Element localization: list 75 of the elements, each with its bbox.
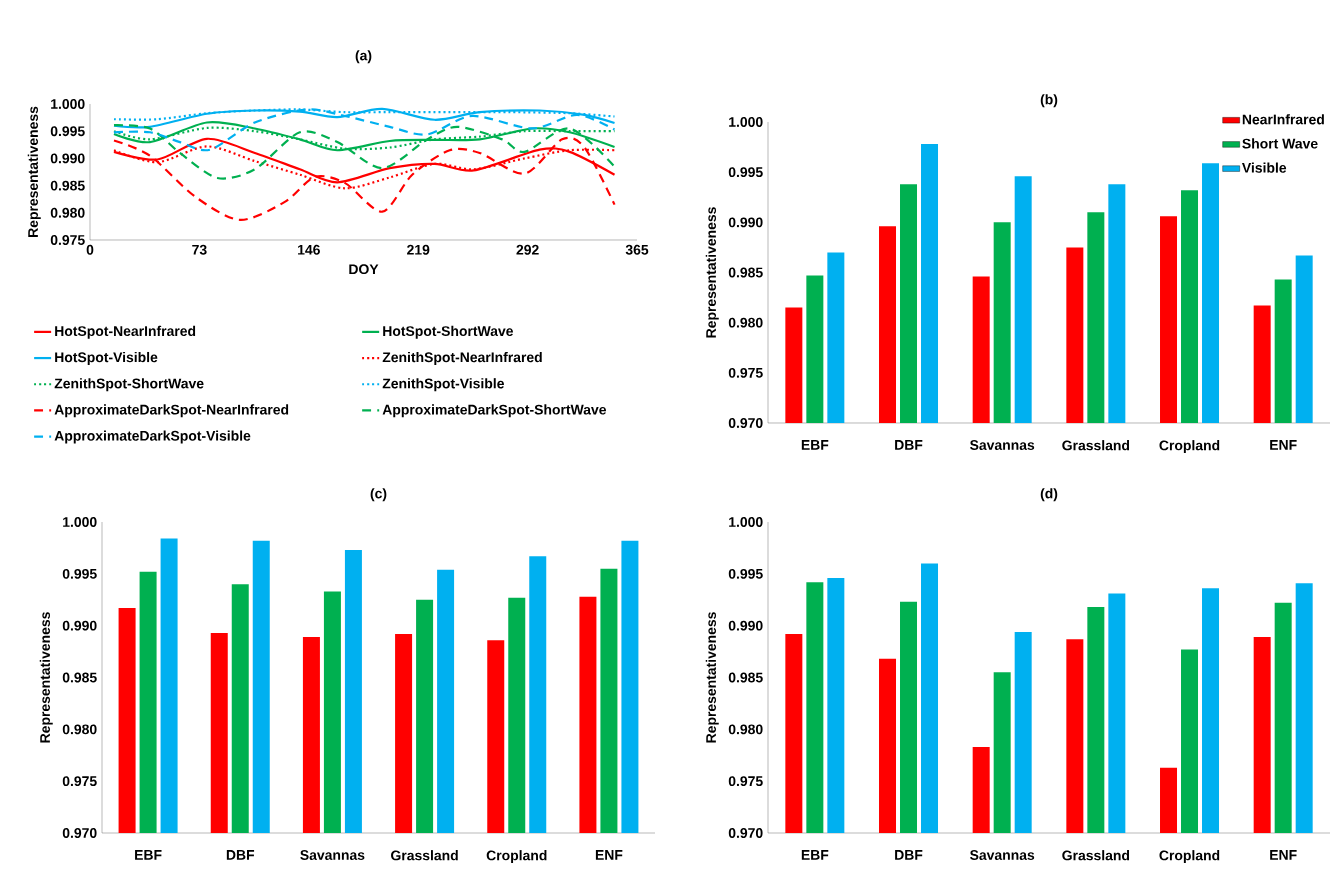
x-tick-label: 146 (298, 244, 320, 255)
y-tick-label: 0.980 (50, 207, 85, 218)
legend-label: HotSpot-Visible (55, 351, 158, 365)
x-tick-label: Cropland (486, 850, 547, 864)
x-tick-label: DBF (895, 850, 923, 860)
chart-title: (d) (1040, 488, 1058, 502)
legend-label: ApproximateDarkSpot-NearInfrared (54, 404, 289, 418)
y-tick-label: 0.970 (728, 418, 763, 428)
x-tick-label: 365 (625, 244, 649, 255)
y-tick-label: 1.000 (63, 517, 97, 527)
legend-label: ApproximateDarkSpot-Visible (54, 430, 251, 444)
x-tick-label: Savannas (970, 440, 1035, 450)
y-axis-title: Representativeness (27, 106, 41, 237)
y-tick-label: 0.975 (728, 367, 763, 378)
x-tick-label: Grassland (1062, 850, 1130, 861)
legend-label: HotSpot-NearInfrared (55, 325, 196, 339)
y-tick-label: 1.000 (729, 117, 763, 127)
y-tick-label: 0.995 (728, 568, 763, 579)
y-tick-label: 0.985 (50, 180, 85, 191)
x-tick-label: EBF (801, 440, 829, 450)
y-tick-label: 0.990 (50, 153, 85, 164)
x-tick-label: EBF (801, 850, 829, 860)
x-tick-label: 73 (192, 244, 207, 255)
y-tick-label: 0.980 (728, 724, 763, 735)
y-tick-label: 0.995 (728, 167, 763, 178)
y-tick-label: 0.995 (50, 126, 85, 137)
x-tick-label: 292 (516, 244, 539, 255)
y-axis-title: Representativeness (705, 612, 719, 743)
x-tick-label: Cropland (1159, 850, 1220, 864)
x-tick-label: DBF (895, 440, 923, 450)
line-series (112, 137, 616, 221)
chart-title: (a) (355, 50, 372, 64)
y-tick-label: 0.990 (62, 620, 97, 631)
legend-label: ZenithSpot-Visible (382, 378, 504, 392)
legend-label: HotSpot-ShortWave (383, 325, 513, 339)
x-tick-label: Savannas (300, 850, 365, 860)
x-tick-label: Savannas (970, 850, 1035, 860)
legend-label: ZenithSpot-ShortWave (54, 378, 204, 392)
y-tick-label: 0.980 (728, 317, 763, 328)
x-tick-label: Grassland (391, 850, 458, 861)
y-tick-label: 1.000 (51, 99, 85, 109)
y-tick-label: 1.000 (729, 517, 763, 527)
x-tick-label: ENF (1270, 440, 1297, 450)
x-tick-label: DBF (226, 850, 255, 860)
x-tick-label: 219 (407, 244, 430, 255)
x-tick-label: Cropland (1159, 440, 1220, 454)
chart-title: (c) (370, 488, 387, 502)
y-tick-label: 0.985 (728, 672, 763, 683)
y-tick-label: 0.980 (62, 724, 97, 735)
legend-label: Short Wave (1242, 138, 1318, 149)
y-axis-title: Representativeness (705, 207, 719, 338)
line-series (112, 108, 616, 152)
y-axis-title: Representativeness (39, 612, 53, 743)
x-axis-title: DOY (349, 264, 379, 275)
x-tick-label: ENF (595, 850, 623, 860)
y-tick-label: 0.975 (728, 776, 763, 787)
y-tick-label: 0.995 (62, 568, 97, 579)
legend-label: Visible (1241, 162, 1287, 173)
y-tick-label: 0.975 (62, 776, 97, 787)
y-tick-label: 0.985 (62, 672, 97, 683)
y-tick-label: 0.975 (50, 235, 85, 245)
line-series (112, 124, 616, 180)
chart-title: (b) (1040, 94, 1058, 108)
y-tick-label: 0.970 (62, 828, 97, 838)
x-tick-label: ENF (1270, 850, 1297, 860)
y-tick-label: 0.970 (728, 828, 763, 838)
x-tick-label: EBF (135, 850, 162, 860)
x-tick-label: 0 (86, 244, 94, 255)
y-tick-label: 0.990 (728, 217, 763, 228)
legend-label: NearInfrared (1242, 114, 1324, 125)
legend-label: ApproximateDarkSpot-ShortWave (382, 404, 606, 418)
y-tick-label: 0.990 (728, 620, 763, 631)
x-tick-label: Grassland (1062, 440, 1130, 451)
y-tick-label: 0.985 (728, 267, 763, 278)
legend-label: ZenithSpot-NearInfrared (382, 351, 542, 365)
